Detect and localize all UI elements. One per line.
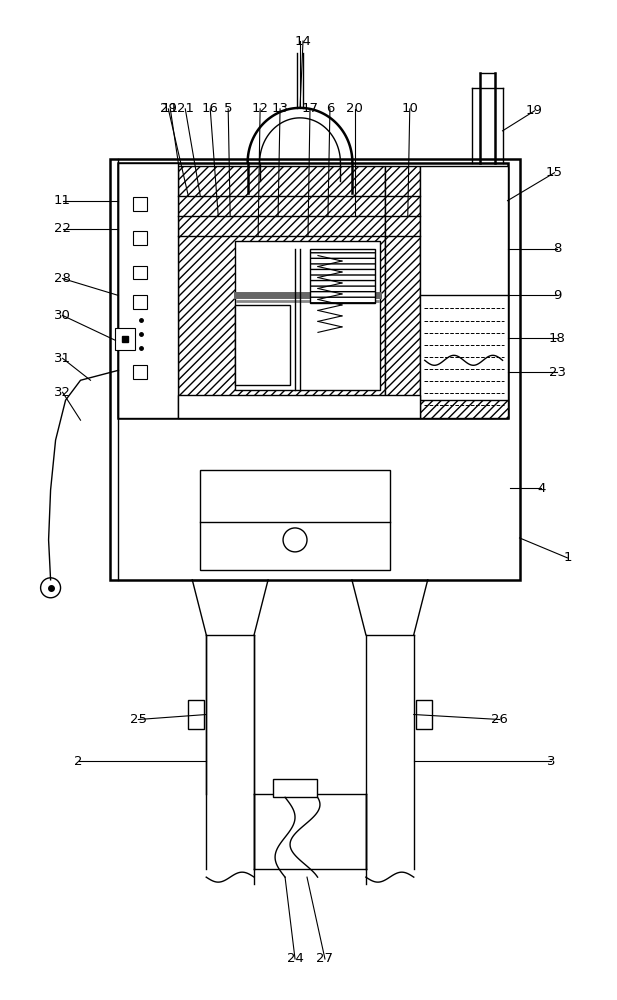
Bar <box>118 163 508 418</box>
Bar <box>133 295 147 309</box>
Text: 21: 21 <box>177 102 194 115</box>
Bar <box>310 249 375 303</box>
Bar <box>188 700 204 729</box>
Text: 9: 9 <box>553 289 561 302</box>
Text: 31: 31 <box>54 352 71 365</box>
Bar <box>420 400 508 418</box>
Text: 20: 20 <box>347 102 363 115</box>
Bar <box>235 241 380 390</box>
Text: 10: 10 <box>401 102 418 115</box>
Text: 23: 23 <box>549 366 566 379</box>
Bar <box>201 470 390 570</box>
Text: 5: 5 <box>224 102 233 115</box>
Bar <box>133 266 147 279</box>
Text: 14: 14 <box>294 35 312 48</box>
Bar <box>178 395 420 418</box>
Bar <box>115 328 135 350</box>
Text: 17: 17 <box>302 102 318 115</box>
Text: 8: 8 <box>553 242 561 255</box>
Bar <box>133 197 147 211</box>
Bar <box>416 700 432 729</box>
Bar <box>235 305 290 385</box>
Text: 15: 15 <box>546 166 563 179</box>
Bar <box>420 166 508 418</box>
Bar <box>118 163 178 418</box>
Bar <box>385 166 420 418</box>
Text: 18: 18 <box>549 332 566 345</box>
Text: 4: 4 <box>537 482 545 495</box>
Bar <box>133 365 147 379</box>
Text: 26: 26 <box>491 713 508 726</box>
Text: 1: 1 <box>563 551 572 564</box>
Text: 25: 25 <box>130 713 147 726</box>
Text: 30: 30 <box>54 309 71 322</box>
Text: 13: 13 <box>271 102 289 115</box>
Bar <box>110 159 520 580</box>
Text: 27: 27 <box>317 952 333 965</box>
Text: 11: 11 <box>54 194 71 207</box>
Bar <box>273 779 317 797</box>
Bar <box>178 166 385 418</box>
Text: 29: 29 <box>160 102 176 115</box>
Text: 28: 28 <box>54 272 71 285</box>
Text: 22: 22 <box>54 222 71 235</box>
Text: 32: 32 <box>54 386 71 399</box>
Text: 2: 2 <box>74 755 83 768</box>
Text: 6: 6 <box>326 102 334 115</box>
Text: 24: 24 <box>286 952 304 965</box>
Bar <box>133 231 147 245</box>
Text: 19: 19 <box>526 104 543 117</box>
Text: 16: 16 <box>202 102 218 115</box>
Text: 12: 12 <box>252 102 268 115</box>
Text: 3: 3 <box>547 755 556 768</box>
Text: 11: 11 <box>162 102 179 115</box>
